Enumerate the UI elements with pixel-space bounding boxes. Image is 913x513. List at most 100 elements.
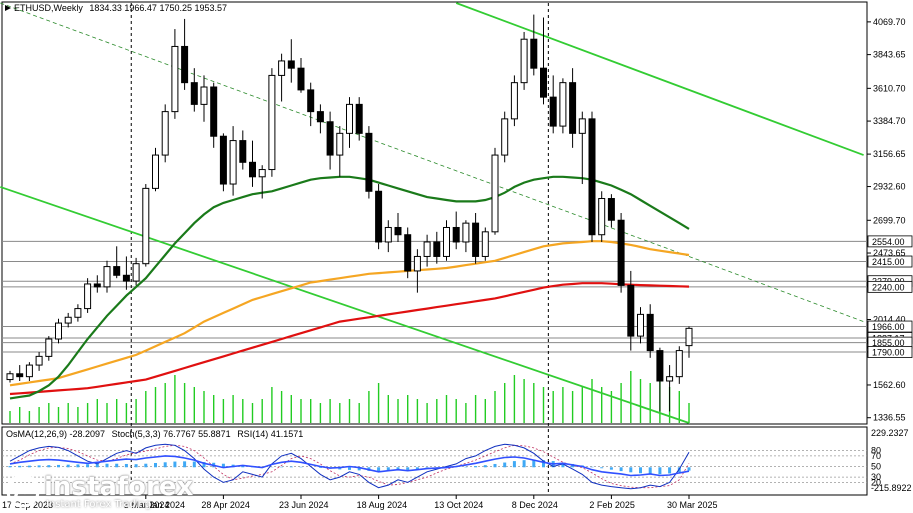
- candle-body: [607, 198, 615, 221]
- candle: [239, 130, 247, 170]
- level-badge-label: 2415.00: [872, 257, 905, 267]
- candle-body: [93, 283, 101, 288]
- candle: [607, 194, 615, 228]
- candle-body: [559, 82, 567, 127]
- candle-body: [666, 376, 674, 382]
- candle: [404, 227, 412, 279]
- candle: [181, 18, 189, 90]
- candle-body: [646, 313, 654, 352]
- candle: [190, 68, 198, 112]
- level-badge: 1790.00: [867, 346, 913, 358]
- time-tick-label: Jan 2024: [148, 500, 185, 510]
- time-tick-label: 8 Dec 2024: [512, 500, 558, 510]
- candle-body: [55, 322, 62, 340]
- candle: [472, 213, 480, 264]
- candle-body: [491, 154, 499, 233]
- candle-body: [239, 140, 247, 163]
- volume-layer: [9, 367, 690, 423]
- candle: [540, 17, 547, 105]
- candle-body: [35, 355, 43, 366]
- candle: [666, 365, 674, 412]
- candle: [161, 104, 169, 163]
- candle: [16, 365, 24, 381]
- candle: [646, 304, 654, 358]
- candle-body: [278, 60, 286, 76]
- candle: [559, 78, 567, 134]
- price-tick-label: 2932.60: [873, 182, 906, 192]
- candle: [413, 249, 421, 293]
- watermark-tagline: Instant Forex Trading: [46, 499, 152, 510]
- candle: [297, 58, 305, 93]
- time-tick-label: 18 Aug 2024: [357, 500, 408, 510]
- candle: [637, 307, 644, 344]
- candle-body: [171, 45, 179, 113]
- candle: [113, 246, 121, 279]
- candle: [152, 147, 159, 192]
- candle-body: [520, 38, 528, 84]
- candle: [74, 304, 82, 322]
- candle-body: [297, 67, 305, 91]
- candle-body: [122, 274, 130, 282]
- candle-body: [287, 60, 295, 69]
- instaforex-logo-icon: [6, 474, 40, 508]
- time-tick-label: 13 Oct 2024: [434, 500, 483, 510]
- candle: [122, 256, 130, 290]
- level-badge-box: [867, 255, 913, 268]
- candle-body: [530, 38, 538, 69]
- candle: [268, 68, 276, 177]
- level-badge-label: 2240.00: [872, 282, 905, 292]
- level-badge: 2415.00: [867, 255, 913, 268]
- candle: [627, 270, 635, 351]
- osma-axis-top: 229.2327: [871, 428, 909, 438]
- candle: [501, 111, 509, 163]
- candle-body: [326, 121, 334, 156]
- candle: [462, 220, 470, 253]
- period-separators: [130, 3, 549, 495]
- candle: [200, 75, 208, 122]
- candle-body: [675, 350, 683, 378]
- candle-body: [656, 350, 664, 382]
- candle-body: [355, 103, 363, 134]
- candle-body: [25, 364, 33, 378]
- trend-lines: [0, 2, 864, 424]
- level-badges: 2554.002415.002279.002240.001966.001887.…: [867, 235, 913, 358]
- level-badge: 1966.00: [867, 320, 913, 333]
- candle: [549, 75, 557, 134]
- price-tick-label: 3843.65: [873, 50, 906, 60]
- candle: [656, 347, 664, 412]
- candle-body: [161, 111, 169, 156]
- level-badge-label: 2554.00: [872, 237, 905, 247]
- candle: [530, 14, 538, 76]
- candle: [510, 75, 518, 127]
- level-badge: 2554.00: [867, 235, 913, 248]
- time-tick-label: 2 Feb 2025: [589, 500, 635, 510]
- candle-body: [268, 74, 276, 171]
- candle: [685, 326, 693, 358]
- candle: [452, 211, 460, 250]
- price-axis: 4069.70 3843.65 3610.70 3384.70 3156.65 2932.…: [867, 17, 906, 423]
- candle-body: [307, 89, 315, 113]
- candles: [6, 14, 693, 412]
- candle-body: [84, 283, 92, 310]
- candle-body: [6, 373, 14, 381]
- candle-body: [64, 316, 72, 324]
- level-badge-box: [867, 320, 913, 333]
- candle-body: [452, 226, 460, 243]
- candle-body: [316, 111, 324, 123]
- price-tick-label: 1336.55: [873, 413, 906, 423]
- candle-body: [113, 266, 121, 276]
- candle-body: [569, 82, 577, 134]
- candle: [278, 53, 286, 102]
- chart-symbol-ohlc: ETHUSD,Weekly 1834.33 1966.47 1750.25 19…: [14, 3, 227, 13]
- osma-axis-bottom: -215.8922: [871, 483, 912, 493]
- level-badge-box: [867, 235, 913, 248]
- candle-body: [588, 118, 596, 236]
- watermark-brand: instaforex: [44, 472, 194, 502]
- candle: [35, 352, 43, 371]
- stoch-signal-line: [9, 444, 690, 489]
- price-tick-label: 4069.70: [873, 17, 906, 27]
- trend-line: [0, 2, 690, 257]
- candle-body: [365, 132, 373, 192]
